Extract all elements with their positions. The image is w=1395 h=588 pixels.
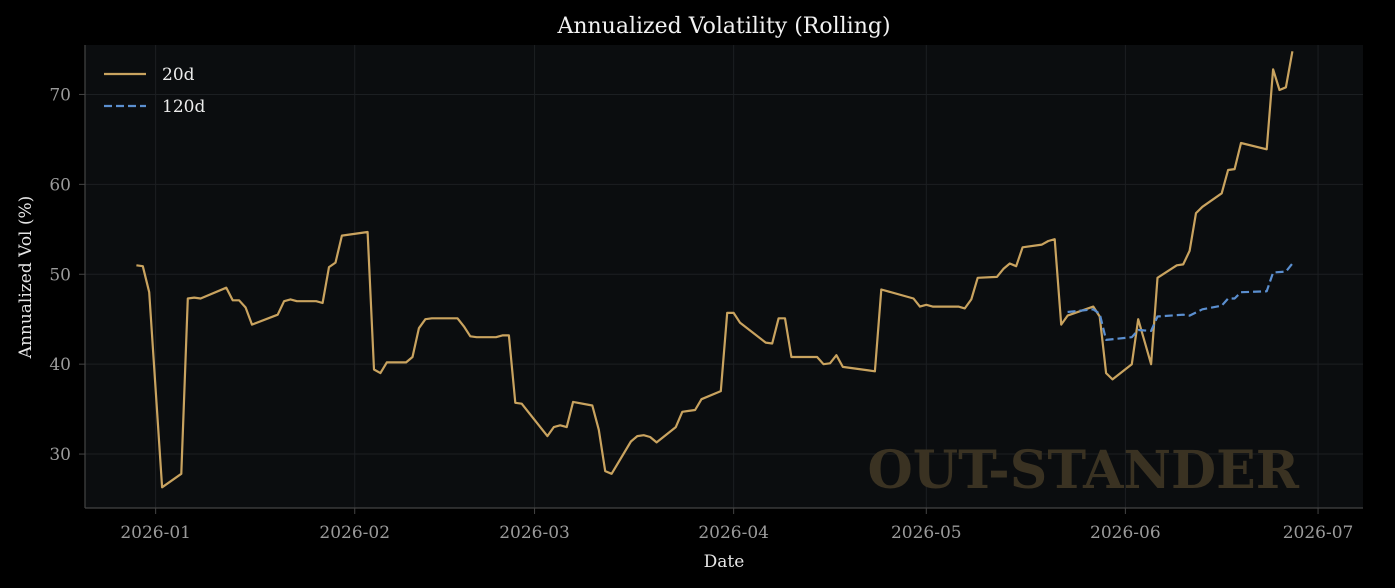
y-tick-label: 30: [49, 445, 71, 465]
legend-label-20d: 20d: [162, 65, 195, 85]
legend-label-120d: 120d: [162, 97, 205, 117]
x-axis-ticks: 2026-01 2026-02 2026-03 2026-04 2026-05 2026-…: [120, 508, 1353, 543]
series-layer: [136, 51, 1294, 489]
x-tick-label: 2026-07: [1283, 523, 1354, 543]
series-line-20d: [136, 51, 1294, 489]
plot-area: [85, 45, 1363, 508]
x-axis-label: Date: [704, 552, 745, 572]
y-axis-label: Annualized Vol (%): [16, 196, 36, 360]
x-tick-label: 2026-01: [120, 523, 191, 543]
x-tick-label: 2026-03: [499, 523, 570, 543]
y-tick-label: 40: [49, 355, 71, 375]
y-tick-label: 70: [49, 85, 71, 105]
x-tick-label: 2026-06: [1090, 523, 1161, 543]
x-tick-label: 2026-02: [319, 523, 390, 543]
series-line-120d: [1067, 262, 1294, 341]
y-axis-ticks: 30 40 50 60 70: [49, 85, 85, 465]
chart-title: Annualized Volatility (Rolling): [556, 14, 890, 39]
y-tick-label: 50: [49, 265, 71, 285]
legend: 20d 120d: [104, 65, 205, 117]
x-tick-label: 2026-04: [698, 523, 769, 543]
x-tick-label: 2026-05: [891, 523, 962, 543]
watermark: OUT-STANDER: [867, 440, 1299, 501]
y-tick-label: 60: [49, 175, 71, 195]
axes-spines: [84, 45, 1363, 509]
